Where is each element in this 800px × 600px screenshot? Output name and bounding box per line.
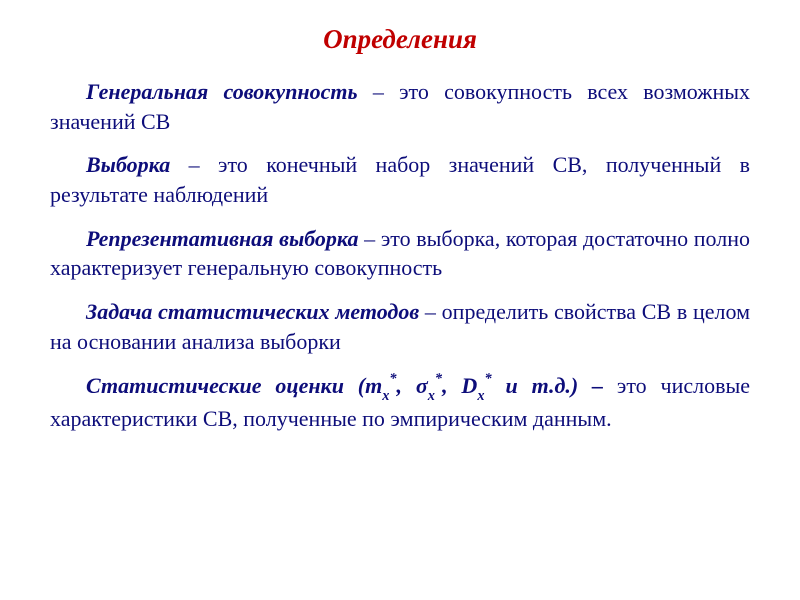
superscript: * [435, 371, 442, 387]
slide: Определения Генеральная совокупность – э… [0, 0, 800, 600]
definition-1: Генеральная совокупность – это совокупно… [50, 77, 750, 136]
subscript: x [382, 388, 389, 404]
definition-5: Статистические оценки (mx*, σx*, Dx* и т… [50, 371, 750, 434]
term: Задача статистических методов [86, 299, 419, 324]
definition-3: Репрезентативная выборка – это выборка, … [50, 224, 750, 283]
superscript: * [484, 371, 491, 387]
superscript: * [389, 371, 396, 387]
definition-2: Выборка – это конечный набор значений СВ… [50, 150, 750, 209]
definition-4: Задача статистических методов – определи… [50, 297, 750, 356]
term: Статистические оценки (mx*, σx*, Dx* и т… [86, 373, 617, 398]
slide-title: Определения [50, 24, 750, 55]
term-text: и т.д.) – [492, 373, 617, 398]
subscript: x [477, 388, 484, 404]
term-text: , σ [397, 373, 428, 398]
term: Репрезентативная выборка [86, 226, 359, 251]
term: Генеральная совокупность [86, 79, 358, 104]
subscript: x [428, 388, 435, 404]
term-text: Статистические оценки (m [86, 373, 382, 398]
term: Выборка [86, 152, 170, 177]
term-text: , D [442, 373, 477, 398]
